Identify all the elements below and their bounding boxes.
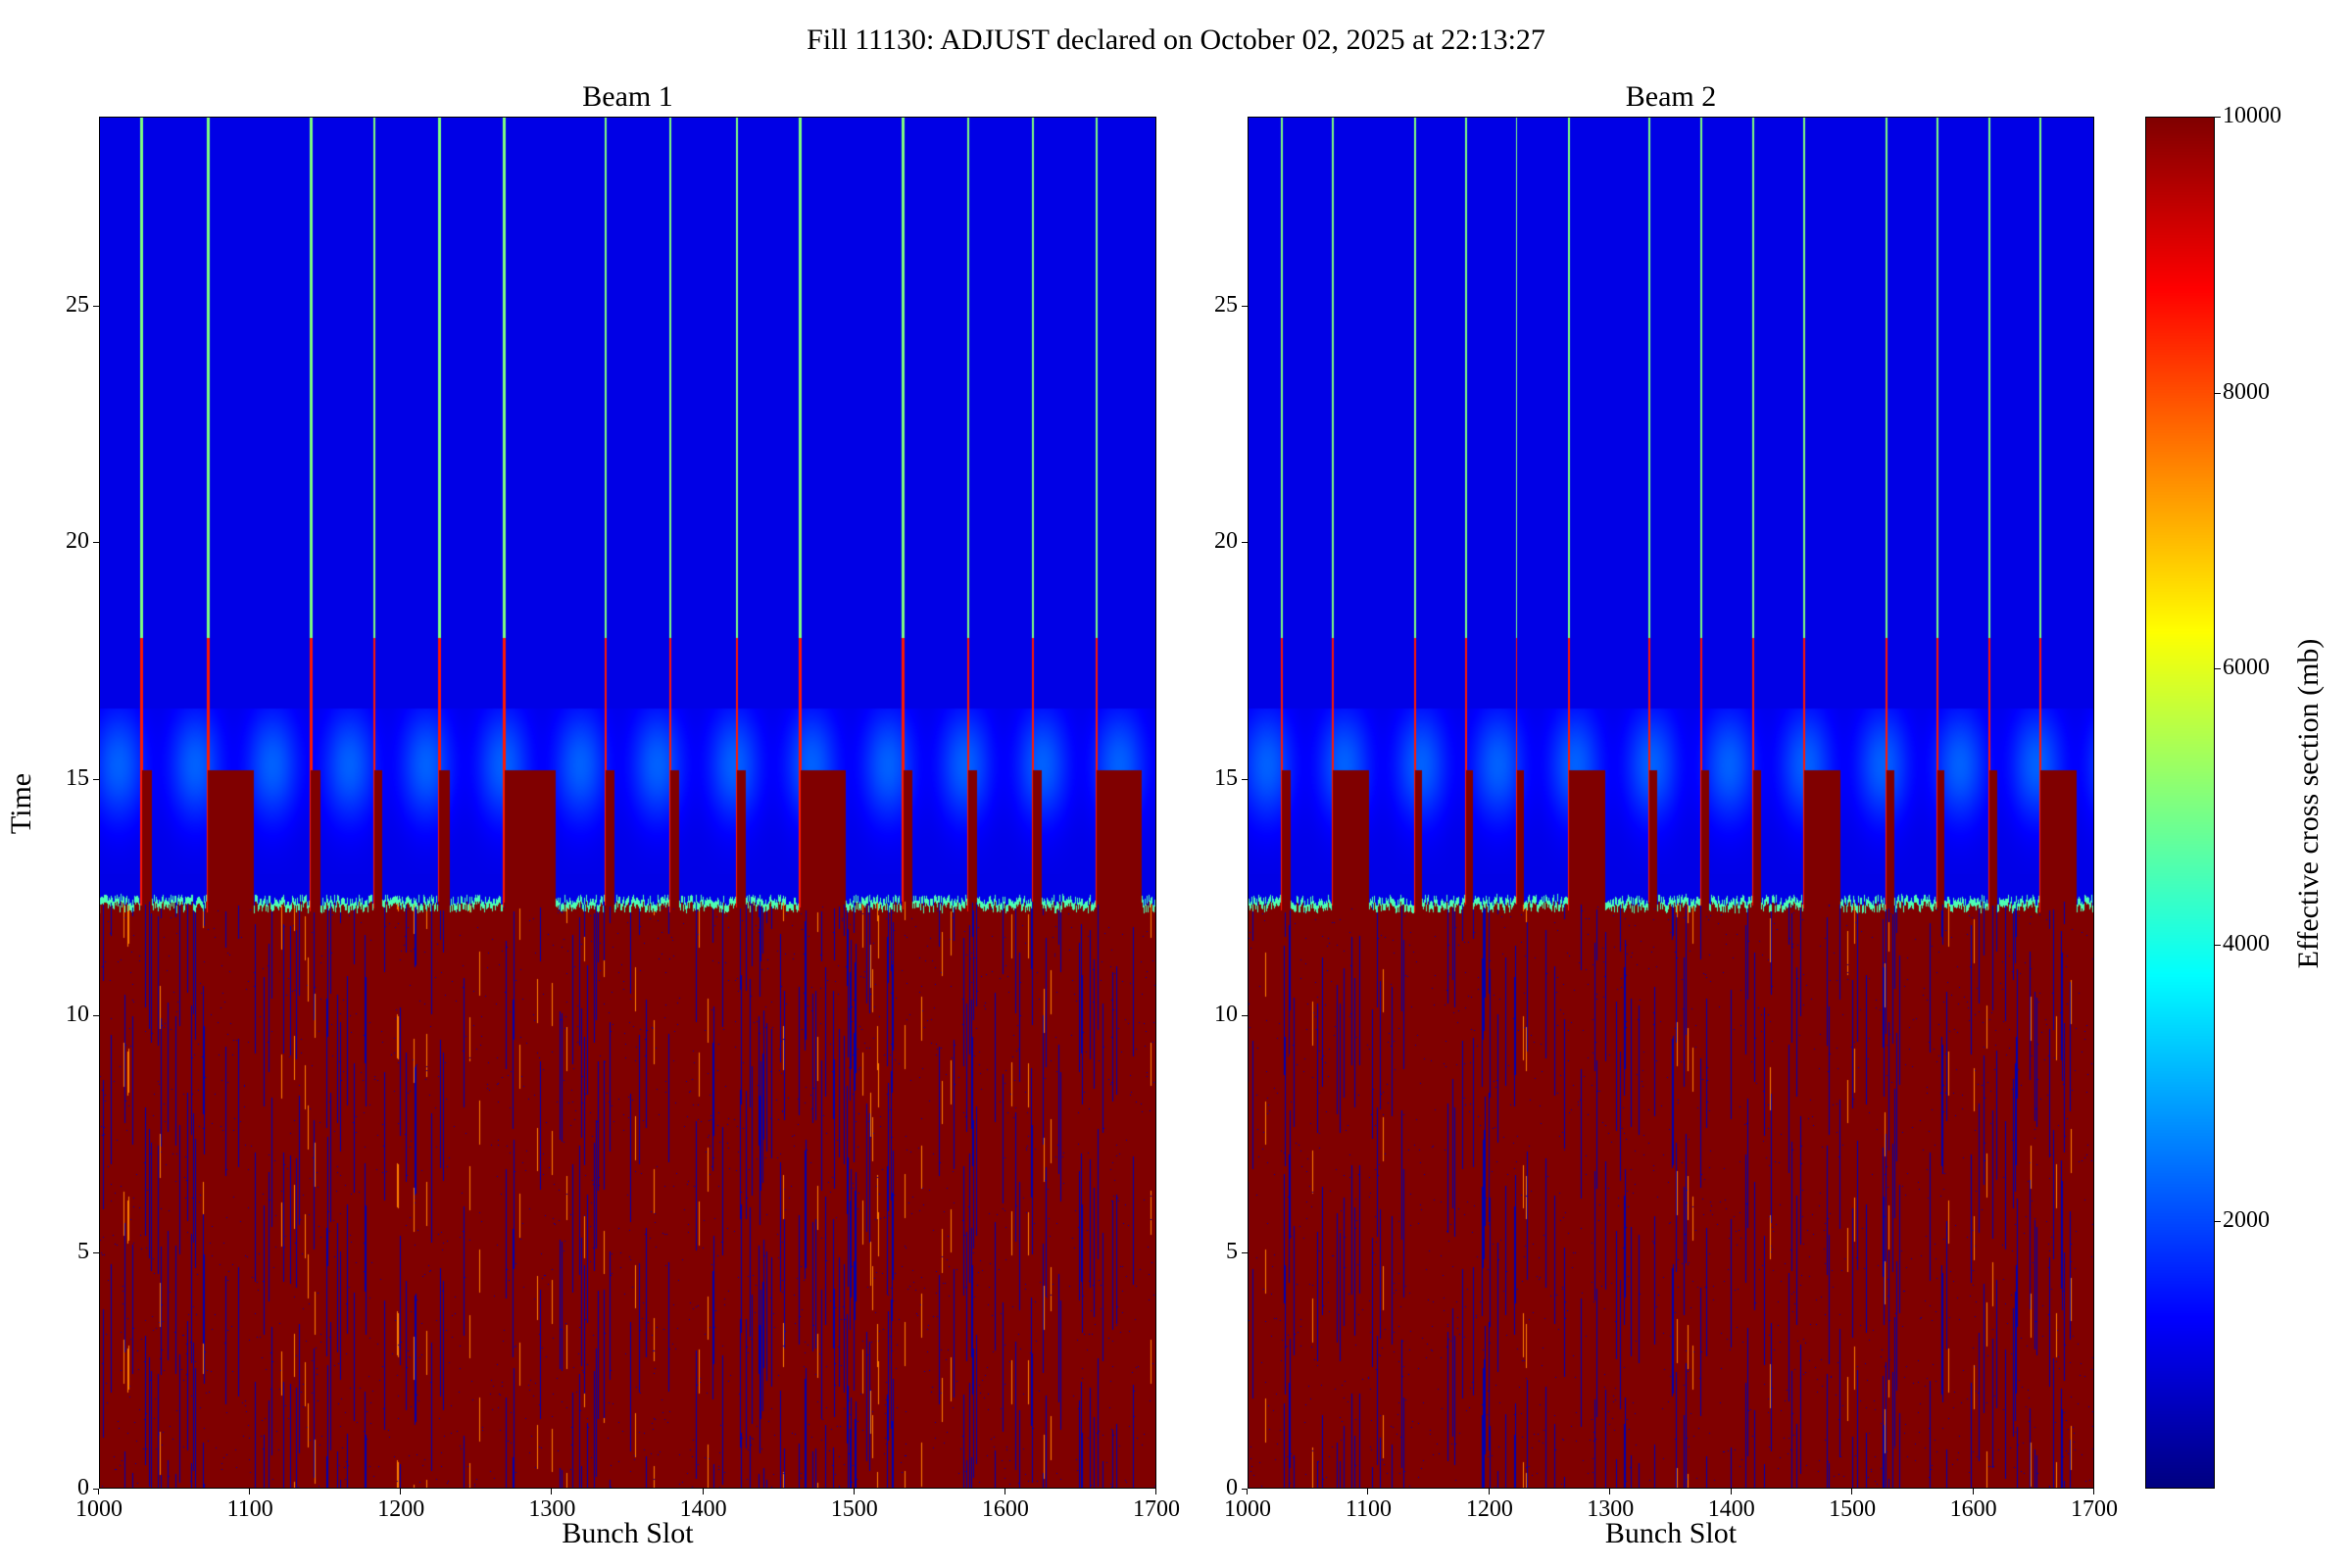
y-tick-mark: [93, 1251, 99, 1253]
figure-title: Fill 11130: ADJUST declared on October 0…: [807, 24, 1545, 56]
axes-frame: [1248, 117, 2094, 1489]
x-tick-mark: [1247, 1489, 1248, 1494]
panel-title: Beam 1: [582, 80, 673, 113]
y-tick-label: 10: [66, 1002, 89, 1028]
x-tick-mark: [853, 1489, 855, 1494]
colorbar-tick-label: 10000: [2223, 103, 2281, 128]
colorbar-label: Effective cross section (mb): [2292, 638, 2325, 969]
colorbar-tick-label: 4000: [2223, 931, 2270, 957]
heatmap-beam-2: [1248, 117, 2094, 1489]
colorbar-tick-label: 6000: [2223, 655, 2270, 681]
x-axis-label: Bunch Slot: [1604, 1517, 1738, 1549]
y-tick-label: 15: [1214, 764, 1238, 791]
x-tick-mark: [551, 1489, 553, 1494]
x-tick-label: 1300: [1587, 1496, 1635, 1522]
x-tick-label: 1300: [528, 1496, 576, 1522]
y-tick-mark: [1242, 778, 1248, 780]
y-tick-mark: [93, 1489, 99, 1490]
x-tick-label: 1200: [377, 1496, 425, 1522]
x-tick-label: 1000: [75, 1496, 122, 1522]
y-tick-mark: [1242, 306, 1248, 308]
colorbar-tick-mark: [2215, 117, 2221, 118]
x-tick-label: 1500: [1829, 1496, 1877, 1522]
y-tick-mark: [93, 542, 99, 544]
x-tick-label: 1400: [679, 1496, 727, 1522]
x-tick-label: 1100: [1345, 1496, 1392, 1522]
x-tick-mark: [1488, 1489, 1490, 1494]
x-tick-mark: [1972, 1489, 1974, 1494]
y-tick-label: 25: [1214, 292, 1238, 318]
x-tick-mark: [1004, 1489, 1005, 1494]
x-tick-label: 1700: [2071, 1496, 2118, 1522]
x-tick-mark: [1155, 1489, 1156, 1494]
x-tick-label: 1100: [226, 1496, 273, 1522]
y-tick-label: 15: [66, 764, 89, 791]
heatmap-beam-1: [99, 117, 1156, 1489]
x-tick-mark: [98, 1489, 99, 1494]
y-tick-label: 20: [1214, 528, 1238, 555]
colorbar-tick-label: 2000: [2223, 1206, 2270, 1233]
x-tick-label: 1700: [1133, 1496, 1180, 1522]
y-tick-label: 0: [1226, 1475, 1238, 1500]
y-tick-mark: [1242, 542, 1248, 544]
x-tick-mark: [1851, 1489, 1853, 1494]
x-tick-mark: [2093, 1489, 2094, 1494]
x-tick-label: 1400: [1707, 1496, 1755, 1522]
x-tick-mark: [249, 1489, 251, 1494]
panel-title: Beam 2: [1625, 80, 1717, 113]
x-tick-mark: [400, 1489, 402, 1494]
y-tick-label: 20: [66, 528, 89, 555]
x-tick-label: 1000: [1224, 1496, 1271, 1522]
axes-frame: [99, 117, 1156, 1489]
colorbar-frame: [2145, 117, 2215, 1489]
x-tick-mark: [1730, 1489, 1732, 1494]
y-tick-mark: [1242, 1251, 1248, 1253]
y-tick-mark: [93, 778, 99, 780]
colorbar-tick-label: 8000: [2223, 378, 2270, 405]
colorbar-tick-mark: [2215, 945, 2221, 947]
y-tick-mark: [93, 306, 99, 308]
colorbar-tick-mark: [2215, 392, 2221, 394]
x-tick-label: 1600: [981, 1496, 1029, 1522]
y-tick-mark: [93, 1015, 99, 1017]
y-tick-label: 5: [77, 1238, 89, 1264]
x-tick-mark: [1609, 1489, 1611, 1494]
x-tick-label: 1600: [1949, 1496, 1997, 1522]
x-tick-mark: [1367, 1489, 1369, 1494]
x-tick-mark: [702, 1489, 704, 1494]
y-tick-mark: [1242, 1489, 1248, 1490]
y-tick-label: 5: [1226, 1238, 1238, 1264]
x-tick-label: 1200: [1465, 1496, 1513, 1522]
x-tick-label: 1500: [830, 1496, 878, 1522]
colorbar: [2145, 117, 2215, 1489]
y-tick-label: 10: [1214, 1002, 1238, 1028]
x-axis-label: Bunch Slot: [562, 1517, 694, 1549]
y-tick-label: 25: [66, 292, 89, 318]
colorbar-tick-mark: [2215, 668, 2221, 670]
y-tick-mark: [1242, 1015, 1248, 1017]
colorbar-tick-mark: [2215, 1220, 2221, 1222]
y-tick-label: 0: [77, 1475, 89, 1500]
